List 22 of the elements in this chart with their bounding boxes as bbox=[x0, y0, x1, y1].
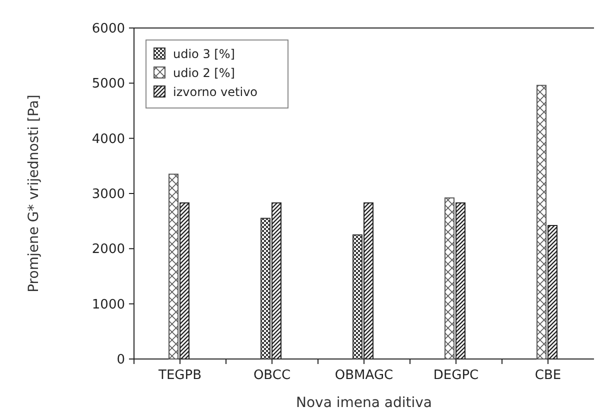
bar bbox=[168, 174, 178, 360]
x-axis-title: Nova imena aditiva bbox=[296, 395, 432, 411]
y-tick-label: 2000 bbox=[92, 242, 125, 258]
legend-label: udio 3 [%] bbox=[173, 47, 235, 62]
legend-label: udio 2 [%] bbox=[173, 66, 235, 80]
y-tick-label: 5000 bbox=[92, 76, 125, 92]
bar bbox=[260, 218, 270, 360]
x-tick-label: DEGPC bbox=[433, 368, 479, 383]
x-tick-label: OBCC bbox=[253, 368, 291, 383]
y-axis-title: Promjene G* vrijednosti [Pa] bbox=[26, 94, 42, 292]
bar bbox=[352, 234, 362, 360]
y-tick-label: 3000 bbox=[92, 187, 125, 202]
y-tick-label: 4000 bbox=[92, 132, 125, 147]
x-tick-label: TEGPB bbox=[158, 368, 202, 383]
bar bbox=[536, 84, 546, 360]
legend-label: izvorno vetivo bbox=[173, 85, 258, 100]
y-tick-label: 6000 bbox=[92, 22, 125, 37]
y-tick-label: 0 bbox=[116, 352, 125, 368]
x-tick-label: OBMAGC bbox=[334, 368, 394, 383]
x-tick-label: CBE bbox=[534, 368, 562, 383]
bar bbox=[444, 197, 454, 360]
y-tick-label: 1000 bbox=[92, 297, 125, 312]
